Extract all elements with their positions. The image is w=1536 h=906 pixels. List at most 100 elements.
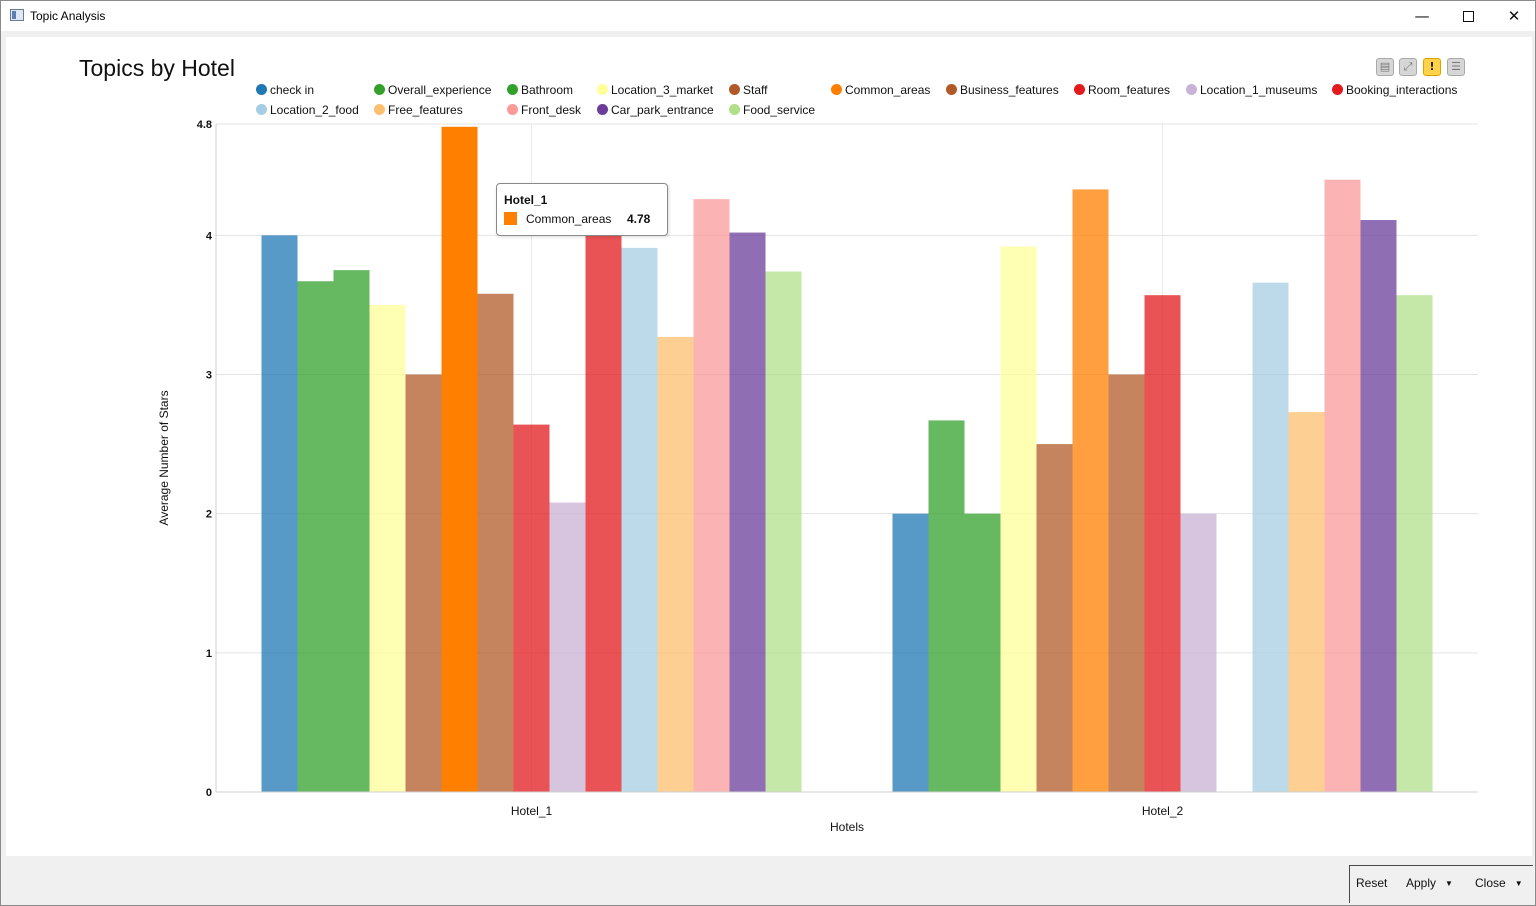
apply-label: Apply — [1406, 876, 1437, 890]
bar[interactable] — [1396, 295, 1433, 792]
legend-item[interactable]: Location_3_market — [597, 83, 713, 97]
close-window-button[interactable]: ✕ — [1491, 1, 1536, 31]
bar[interactable] — [1036, 444, 1073, 792]
bar[interactable] — [657, 336, 694, 792]
bar-chart: 0 1 2 3 4 4.8 Hotel_1 Hotel_2 Hotels Average Numb… — [157, 119, 1478, 834]
legend-swatch-icon — [507, 104, 518, 115]
x-axis-title: Hotels — [830, 820, 864, 834]
title-bar[interactable]: Topic Analysis — ✕ — [1, 1, 1535, 31]
legend-item[interactable]: Location_1_museums — [1186, 83, 1317, 97]
legend-swatch-icon — [597, 84, 608, 95]
legend-item[interactable]: Food_service — [729, 103, 815, 117]
y-tick-label: 2 — [206, 509, 212, 521]
bar[interactable] — [1324, 179, 1361, 792]
legend-label: Location_2_food — [270, 103, 359, 117]
legend-item[interactable]: Common_areas — [831, 83, 930, 97]
y-tick-label: 0 — [206, 787, 212, 799]
legend-swatch-icon — [256, 104, 267, 115]
zoom-icon[interactable]: ▤ — [1376, 58, 1394, 76]
bar[interactable] — [1288, 412, 1325, 792]
bar[interactable] — [369, 304, 406, 792]
bar[interactable] — [477, 293, 514, 792]
tooltip-value: 4.78 — [627, 212, 651, 226]
legend-item[interactable]: Free_features — [374, 103, 463, 117]
bar[interactable] — [693, 199, 730, 792]
legend-label: Food_service — [743, 103, 816, 117]
legend-item[interactable]: check in — [256, 83, 314, 97]
legend-item[interactable]: Room_features — [1074, 83, 1170, 97]
menu-icon[interactable]: ☰ — [1447, 58, 1465, 76]
bar[interactable] — [892, 513, 929, 792]
minimize-icon: — — [1414, 7, 1430, 25]
bar[interactable] — [1072, 189, 1109, 793]
legend-swatch-icon — [729, 104, 740, 115]
legend-label: Staff — [743, 83, 768, 97]
legend-item[interactable]: Booking_interactions — [1332, 83, 1457, 97]
bar[interactable] — [1144, 295, 1181, 792]
bar[interactable] — [441, 126, 478, 793]
legend-item[interactable]: Location_2_food — [256, 103, 359, 117]
legend-label: check in — [270, 83, 315, 97]
bar[interactable] — [513, 424, 550, 792]
bar[interactable] — [333, 270, 370, 792]
legend-swatch-icon — [831, 84, 842, 95]
legend-item[interactable]: Business_features — [946, 83, 1059, 97]
legend-swatch-icon — [729, 84, 740, 95]
chart-tooltip: Hotel_1 Common_areas 4.78 — [496, 183, 668, 236]
bar[interactable] — [765, 271, 802, 792]
tooltip-series-label: Common_areas — [526, 212, 612, 226]
legend-item[interactable]: Staff — [729, 83, 767, 97]
bar[interactable] — [1000, 246, 1037, 792]
close-label: Close — [1475, 876, 1506, 890]
bar[interactable] — [1108, 374, 1145, 793]
alert-icon[interactable]: ! — [1423, 58, 1441, 76]
fit-icon[interactable]: ⤢ — [1399, 58, 1417, 76]
bar[interactable] — [964, 513, 1001, 792]
y-tick-label: 4 — [206, 230, 213, 242]
close-button[interactable]: Close ▼ — [1475, 876, 1523, 890]
maximize-icon — [1462, 11, 1474, 22]
bar[interactable] — [729, 232, 766, 793]
legend-label: Location_3_market — [611, 83, 714, 97]
maximize-button[interactable] — [1445, 1, 1491, 31]
legend-item[interactable]: Bathroom — [507, 83, 573, 97]
legend-item[interactable]: Front_desk — [507, 103, 581, 117]
reset-label: Reset — [1356, 876, 1388, 890]
footer-button-group: Reset Apply ▼ Close ▼ — [1349, 865, 1533, 903]
legend-swatch-icon — [507, 84, 518, 95]
chart-title: Topics by Hotel — [79, 55, 235, 81]
bar[interactable] — [297, 281, 334, 792]
minimize-button[interactable]: — — [1399, 1, 1445, 31]
close-dropdown-arrow-icon[interactable]: ▼ — [1514, 879, 1523, 888]
bar[interactable] — [585, 235, 622, 793]
legend-item[interactable]: Overall_experience — [374, 83, 491, 97]
legend-label: Car_park_entrance — [611, 103, 714, 117]
apply-button[interactable]: Apply ▼ — [1406, 876, 1453, 890]
bar[interactable] — [1252, 282, 1289, 792]
reset-button[interactable]: Reset — [1356, 876, 1387, 890]
bar[interactable] — [621, 247, 658, 792]
window-title: Topic Analysis — [30, 9, 106, 23]
bar[interactable] — [261, 235, 298, 793]
bar[interactable] — [928, 420, 965, 792]
x-tick-label: Hotel_2 — [1142, 804, 1184, 818]
close-icon: ✕ — [1507, 7, 1521, 25]
x-tick-label: Hotel_1 — [511, 804, 553, 818]
bar[interactable] — [405, 374, 442, 793]
legend-label: Free_features — [388, 103, 463, 117]
legend-label: Room_features — [1088, 83, 1171, 97]
bar[interactable] — [1180, 513, 1217, 792]
apply-dropdown-arrow-icon[interactable]: ▼ — [1445, 879, 1453, 888]
legend-label: Overall_experience — [388, 83, 492, 97]
bar[interactable] — [1360, 220, 1397, 792]
legend-swatch-icon — [374, 104, 385, 115]
legend-item[interactable]: Car_park_entrance — [597, 103, 714, 117]
chart-pane: Topics by Hotel ▤ ⤢ ! ☰ check in Overall_… — [6, 37, 1532, 856]
bar[interactable] — [549, 502, 586, 792]
legend-label: Location_1_museums — [1200, 83, 1318, 97]
legend-label: Booking_interactions — [1346, 83, 1458, 97]
legend-swatch-icon — [1074, 84, 1085, 95]
tooltip-title: Hotel_1 — [504, 193, 548, 207]
dialog-footer: Reset Apply ▼ Close ▼ — [1, 856, 1535, 905]
